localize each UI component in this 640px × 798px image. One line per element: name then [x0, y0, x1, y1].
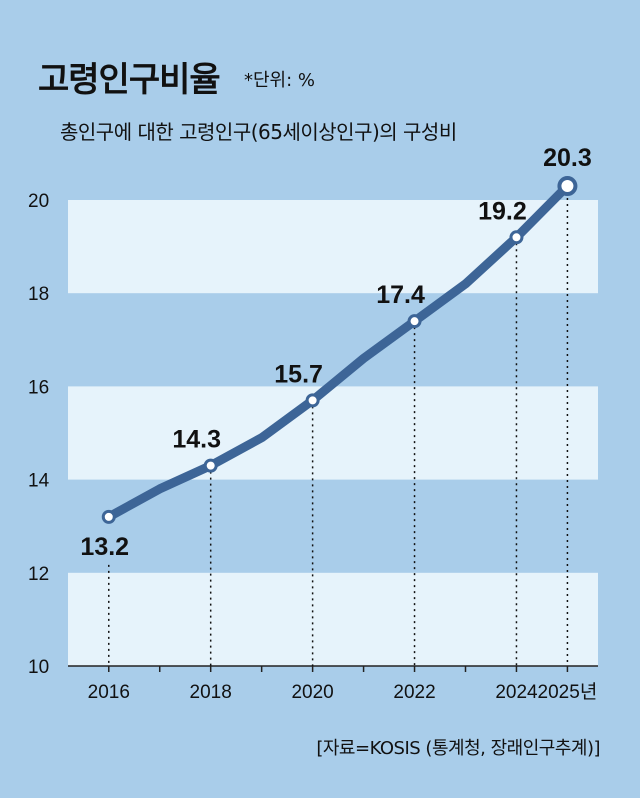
series-line-group [104, 181, 572, 522]
x-tick-label: 2020 [291, 682, 333, 703]
data-point [305, 393, 320, 408]
y-tick-label: 14 [28, 471, 50, 492]
data-point [407, 314, 422, 329]
data-points [101, 176, 578, 524]
y-tick-label: 20 [28, 191, 49, 212]
data-point [203, 458, 218, 473]
x-axis: 2016 2018 2020 2022 2024 2025년 [68, 665, 598, 703]
data-label: 13.2 [80, 533, 129, 561]
x-tick-label: 2018 [190, 682, 232, 703]
x-tick-label: 2016 [88, 682, 130, 703]
x-tick-label: 2025년 [538, 681, 598, 703]
data-label: 20.3 [543, 144, 592, 172]
data-label: 19.2 [478, 197, 527, 225]
series-line [104, 181, 572, 522]
unit-note: *단위: % [244, 70, 316, 91]
chart-title: 고령인구비율 [38, 60, 221, 100]
data-point [101, 509, 116, 524]
grid-band [68, 386, 598, 480]
grid-band [68, 572, 598, 666]
y-axis-ticks: 10 12 14 16 18 20 [28, 191, 50, 678]
data-label: 14.3 [172, 426, 221, 454]
x-tick-label: 2024 [495, 682, 538, 703]
y-tick-label: 10 [28, 657, 49, 678]
data-label: 15.7 [274, 360, 323, 388]
data-point [509, 230, 524, 245]
y-tick-label: 16 [28, 377, 49, 398]
drop-lines [108, 186, 569, 666]
data-labels: 13.2 14.3 15.7 17.4 19.2 20.3 [80, 144, 591, 561]
data-label: 17.4 [376, 281, 425, 309]
y-tick-label: 18 [28, 284, 49, 305]
data-point [557, 176, 578, 197]
chart-subtitle: 총인구에 대한 고령인구(65세이상인구)의 구성비 [60, 120, 457, 144]
grid-bands [68, 200, 598, 666]
y-tick-label: 12 [28, 564, 49, 585]
x-tick-label: 2022 [393, 682, 435, 703]
source-note: [자료=KOSIS (통계청, 장래인구추계)] [316, 738, 600, 759]
